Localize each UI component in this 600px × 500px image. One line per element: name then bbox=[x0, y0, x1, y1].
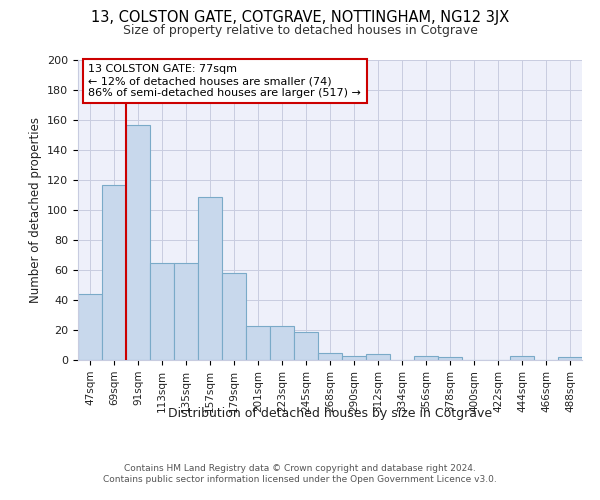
Bar bbox=[222, 273, 246, 360]
Bar bbox=[102, 184, 126, 360]
Bar bbox=[510, 356, 534, 360]
Text: Contains public sector information licensed under the Open Government Licence v3: Contains public sector information licen… bbox=[103, 475, 497, 484]
Bar bbox=[198, 196, 222, 360]
Bar bbox=[78, 294, 102, 360]
Bar bbox=[342, 356, 366, 360]
Text: Distribution of detached houses by size in Cotgrave: Distribution of detached houses by size … bbox=[168, 408, 492, 420]
Bar bbox=[126, 124, 150, 360]
Text: 13, COLSTON GATE, COTGRAVE, NOTTINGHAM, NG12 3JX: 13, COLSTON GATE, COTGRAVE, NOTTINGHAM, … bbox=[91, 10, 509, 25]
Bar bbox=[246, 326, 270, 360]
Bar bbox=[294, 332, 318, 360]
Bar bbox=[174, 262, 198, 360]
Bar bbox=[438, 357, 462, 360]
Text: Size of property relative to detached houses in Cotgrave: Size of property relative to detached ho… bbox=[122, 24, 478, 37]
Bar bbox=[150, 262, 174, 360]
Bar bbox=[414, 356, 438, 360]
Text: 13 COLSTON GATE: 77sqm
← 12% of detached houses are smaller (74)
86% of semi-det: 13 COLSTON GATE: 77sqm ← 12% of detached… bbox=[88, 64, 361, 98]
Text: Contains HM Land Registry data © Crown copyright and database right 2024.: Contains HM Land Registry data © Crown c… bbox=[124, 464, 476, 473]
Bar bbox=[270, 326, 294, 360]
Bar bbox=[366, 354, 390, 360]
Bar bbox=[318, 352, 342, 360]
Bar bbox=[558, 357, 582, 360]
Y-axis label: Number of detached properties: Number of detached properties bbox=[29, 117, 41, 303]
